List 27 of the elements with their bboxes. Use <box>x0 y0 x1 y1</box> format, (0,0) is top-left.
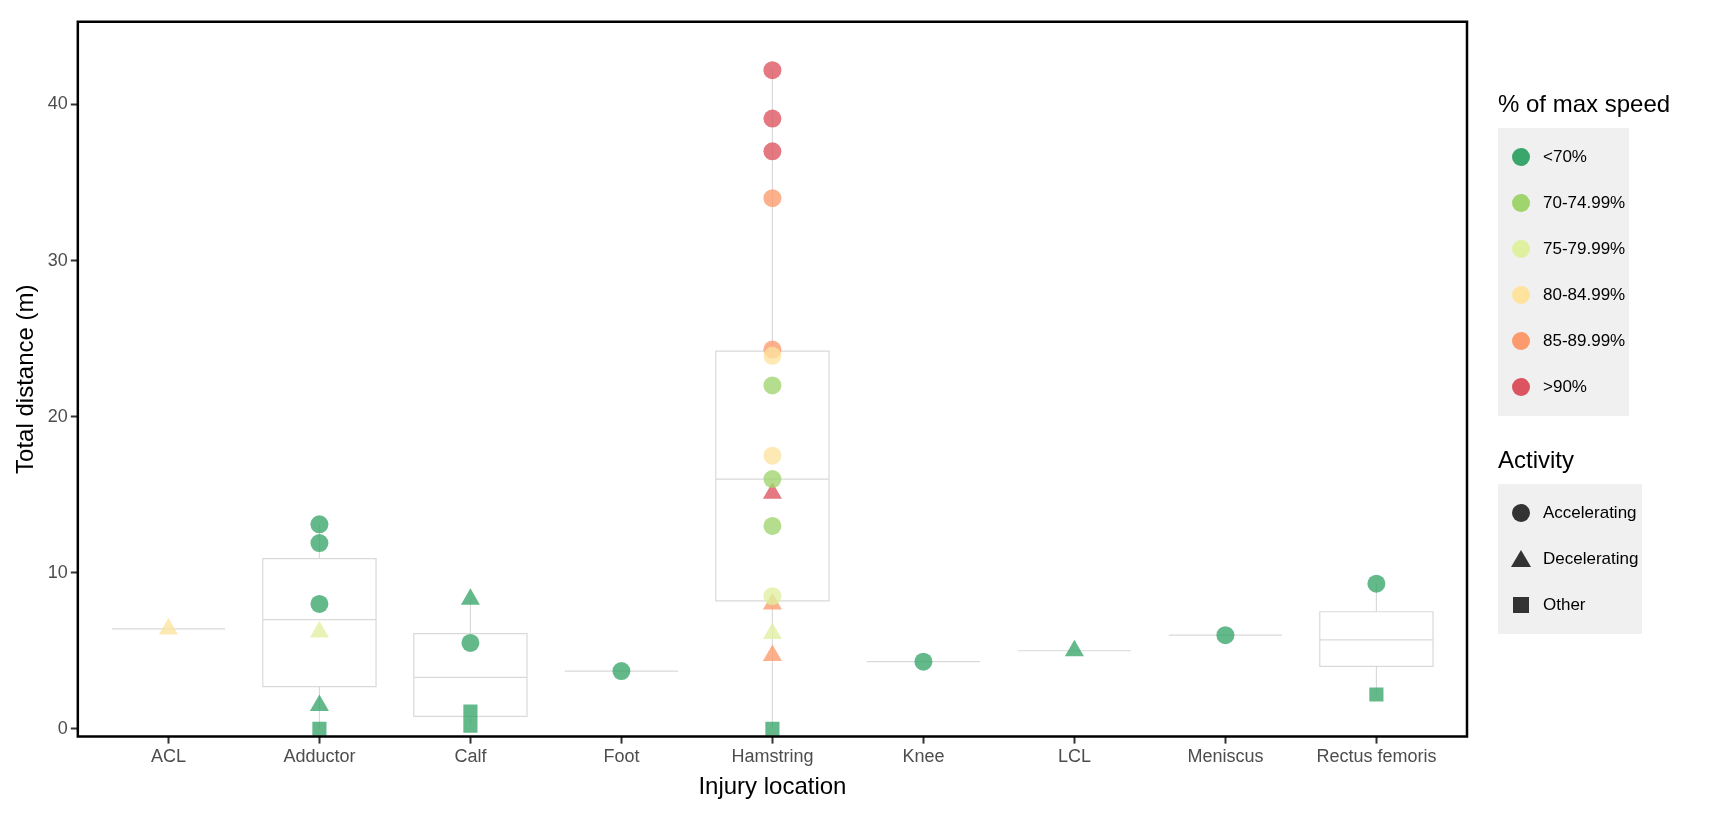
y-axis-title: Total distance (m) <box>11 284 39 474</box>
legend-label: Decelerating <box>1543 549 1640 569</box>
legend-label: 80-84.99% <box>1543 285 1627 305</box>
y-tick-label: 40 <box>47 93 68 114</box>
x-tick-label: Adductor <box>283 746 356 767</box>
legend-label: Other <box>1543 595 1587 615</box>
y-tick-label: 20 <box>47 405 68 426</box>
legend-label: >90% <box>1543 377 1588 397</box>
x-tick-label: LCL <box>1057 746 1091 767</box>
legend-label: 75-79.99% <box>1543 239 1627 259</box>
y-tick-label: 0 <box>57 717 68 738</box>
x-tick-label: Calf <box>454 746 488 767</box>
legend-label: 70-74.99% <box>1543 193 1627 213</box>
x-tick-label: Rectus femoris <box>1316 746 1437 767</box>
legend-label: 85-89.99% <box>1543 331 1627 351</box>
legend-title: % of max speed <box>1498 90 1671 118</box>
text: Activity <box>1498 446 1575 474</box>
y-tick-label: 30 <box>47 249 68 270</box>
x-tick-label: Foot <box>603 746 640 767</box>
y-tick-label: 10 <box>47 561 68 582</box>
x-tick-label: Knee <box>902 746 945 767</box>
x-tick-label: Meniscus <box>1187 746 1264 767</box>
legend-label: Accelerating <box>1543 503 1638 523</box>
x-axis-title: Injury location <box>698 772 847 800</box>
x-tick-label: ACL <box>150 746 186 767</box>
legend-label: <70% <box>1543 147 1588 167</box>
x-tick-label: Hamstring <box>731 746 814 767</box>
